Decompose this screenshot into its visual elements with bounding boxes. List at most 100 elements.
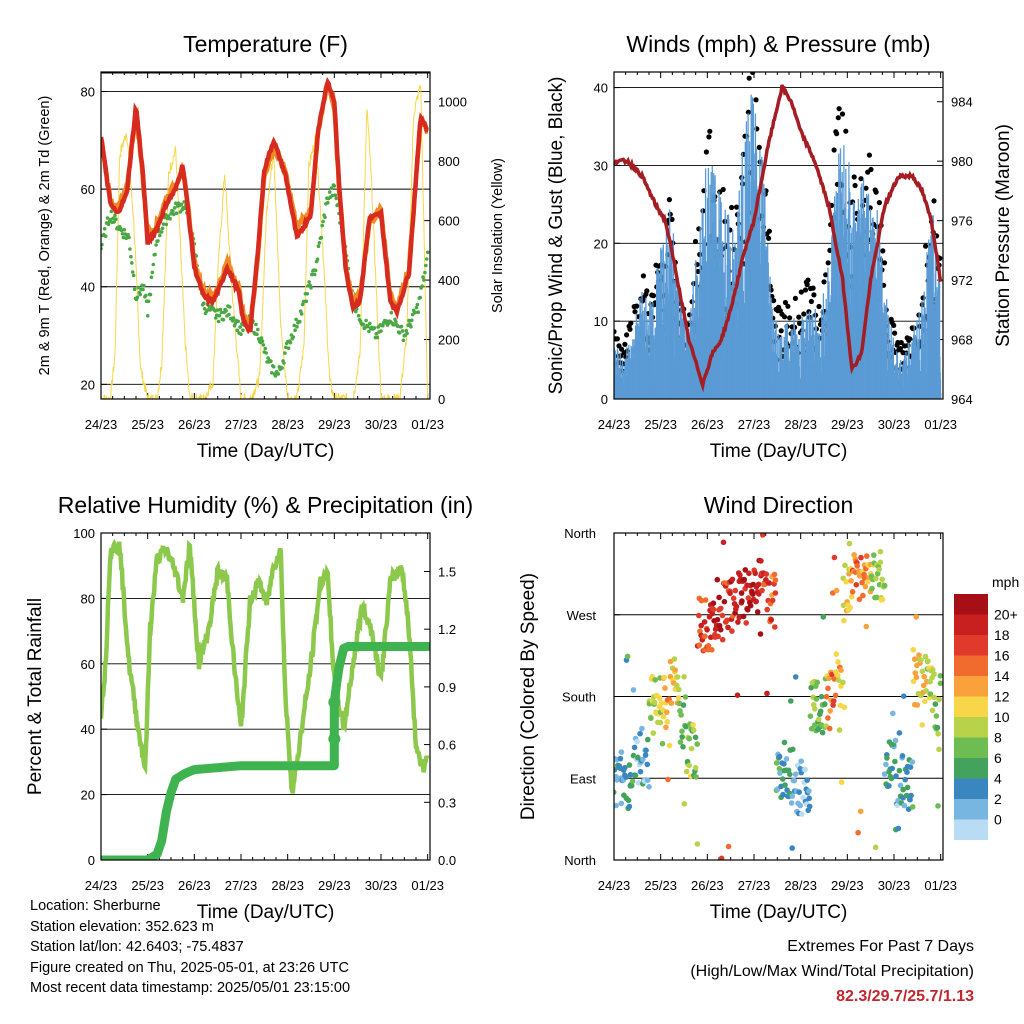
direction-point [675,695,682,701]
legend-swatch [954,594,988,615]
x-tick-label: 24/23 [85,417,118,432]
gust-point [628,320,634,326]
x-tick-label: 29/23 [318,878,351,893]
y2-tick-label: 0.3 [438,795,456,810]
direction-point [648,715,654,721]
gust-point [624,332,630,338]
dewpoint-point [160,226,165,231]
direction-point [625,797,632,804]
direction-point [752,570,758,577]
direction-point [664,709,670,715]
direction-point [820,614,827,620]
x-tick-label: 26/23 [178,417,211,432]
direction-point [927,691,934,697]
direction-point [872,844,879,851]
direction-point [908,792,914,799]
direction-point [826,725,833,732]
legend-label: 10 [994,709,1010,725]
dewpoint-point [239,332,243,337]
legend-label: 6 [994,750,1002,766]
gust-point [796,314,802,320]
direction-point [862,583,869,590]
legend-swatch [954,778,988,799]
dewpoint-point [321,219,325,224]
gust-point [692,238,699,245]
x-tick-label: 30/23 [365,878,398,893]
direction-point [853,582,860,588]
direction-point [614,802,619,809]
direction-point [909,804,916,810]
dewpoint-point [293,328,297,333]
series-wind [614,94,942,399]
direction-point [896,767,903,774]
direction-point [758,558,764,564]
x-tick-label: 01/23 [924,417,957,432]
direction-point [830,698,837,704]
extremes-values: 82.3/29.7/25.7/1.13 [836,988,974,1005]
dewpoint-point [291,335,296,339]
gust-point [834,131,840,137]
direction-point [892,737,899,744]
dewpoint-point [425,250,430,255]
direction-point [822,701,828,707]
x-tick-label: 30/23 [878,878,911,893]
direction-point [679,728,685,734]
chart-title: Relative Humidity (%) & Precipitation (i… [58,492,473,518]
gust-point [644,288,650,294]
direction-point [792,674,799,680]
direction-point [708,634,714,641]
gust-point [778,328,784,334]
direction-point [879,576,885,583]
dewpoint-point [171,209,175,214]
dewpoint-point [410,318,414,323]
direction-point [935,731,941,737]
gust-point [831,147,837,153]
direction-point [630,687,637,693]
dewpoint-point [381,323,385,328]
dewpoint-point [315,257,320,262]
direction-point [624,653,631,660]
dewpoint-point [141,287,145,292]
gust-point [798,289,804,295]
direction-point [663,724,669,731]
gust-point [666,197,673,203]
dewpoint-point [145,314,150,318]
dewpoint-point [276,372,281,376]
direction-point [759,533,766,538]
dewpoint-point [320,223,325,228]
dewpoint-point [214,316,218,320]
direction-point [776,753,783,760]
y-tick-label: North [564,853,596,868]
direction-point [651,699,658,706]
dewpoint-point [150,270,155,275]
direction-point [838,779,845,785]
y2-tick-label: 0.9 [438,680,456,695]
direction-point [676,686,682,693]
y2-tick-label: 968 [951,333,973,348]
direction-point [623,774,629,780]
dewpoint-point [364,318,368,323]
direction-point [634,738,640,745]
dewpoint-point [255,332,259,337]
direction-point [838,667,844,673]
dewpoint-point [224,309,228,313]
dewpoint-point [214,313,219,318]
dewpoint-point [379,329,383,333]
direction-point [788,800,795,806]
direction-point [861,575,868,581]
direction-point [788,698,794,704]
direction-point [674,674,681,680]
x-tick-label: 01/23 [411,417,444,432]
direction-point [840,602,847,609]
direction-point [688,745,695,752]
y2-axis-label: Solar Insolation (Yellow) [490,158,506,313]
direction-point [744,607,751,613]
direction-point [690,727,697,733]
dewpoint-point [294,317,298,322]
precip-point [328,732,341,745]
plot-frame [100,71,431,400]
direction-point [730,595,737,602]
legend-swatch [954,799,988,820]
dewpoint-point [309,285,313,290]
